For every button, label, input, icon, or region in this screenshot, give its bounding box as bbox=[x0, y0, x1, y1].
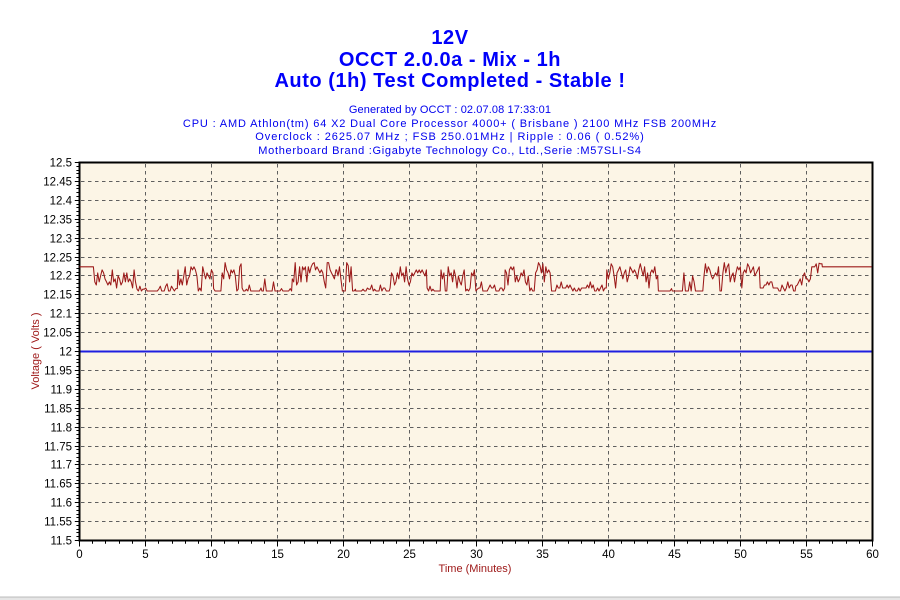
svg-text:35: 35 bbox=[536, 549, 549, 561]
svg-text:Voltage ( Volts ): Voltage ( Volts ) bbox=[30, 312, 42, 389]
svg-text:12.05: 12.05 bbox=[43, 328, 72, 340]
svg-text:11.6: 11.6 bbox=[50, 498, 72, 510]
svg-text:12.15: 12.15 bbox=[43, 290, 72, 302]
svg-text:11.65: 11.65 bbox=[44, 479, 72, 491]
svg-text:12.4: 12.4 bbox=[50, 196, 73, 208]
svg-text:11.55: 11.55 bbox=[44, 517, 72, 529]
svg-text:60: 60 bbox=[866, 549, 879, 561]
svg-text:11.7: 11.7 bbox=[50, 460, 72, 472]
svg-text:0: 0 bbox=[76, 549, 82, 561]
svg-text:5: 5 bbox=[142, 549, 148, 561]
svg-text:11.95: 11.95 bbox=[44, 366, 72, 378]
svg-text:11.5: 11.5 bbox=[50, 536, 72, 548]
svg-text:12.25: 12.25 bbox=[43, 253, 72, 265]
svg-text:11.9: 11.9 bbox=[50, 385, 72, 397]
svg-text:45: 45 bbox=[668, 549, 681, 561]
svg-text:55: 55 bbox=[800, 549, 813, 561]
svg-text:11.8: 11.8 bbox=[50, 423, 72, 435]
svg-text:12.45: 12.45 bbox=[43, 177, 72, 189]
svg-text:Time (Minutes): Time (Minutes) bbox=[439, 563, 512, 575]
svg-text:20: 20 bbox=[337, 549, 350, 561]
svg-text:30: 30 bbox=[470, 549, 483, 561]
svg-text:15: 15 bbox=[271, 549, 284, 561]
svg-text:12.1: 12.1 bbox=[50, 309, 72, 321]
svg-text:11.85: 11.85 bbox=[44, 404, 72, 416]
svg-text:12.3: 12.3 bbox=[50, 234, 72, 246]
svg-text:11.75: 11.75 bbox=[44, 442, 72, 454]
svg-text:12: 12 bbox=[59, 347, 72, 359]
svg-text:50: 50 bbox=[734, 549, 747, 561]
svg-text:25: 25 bbox=[403, 549, 416, 561]
svg-text:12.2: 12.2 bbox=[50, 271, 72, 283]
svg-text:40: 40 bbox=[602, 549, 615, 561]
svg-text:12.5: 12.5 bbox=[50, 158, 72, 170]
svg-text:12.35: 12.35 bbox=[43, 215, 72, 227]
svg-text:10: 10 bbox=[205, 549, 218, 561]
